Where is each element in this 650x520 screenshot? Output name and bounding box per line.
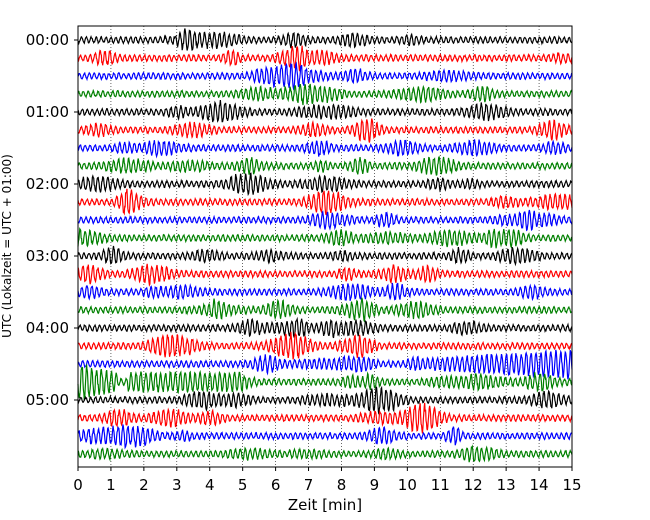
trace-line <box>77 226 573 250</box>
trace-line <box>77 348 573 380</box>
x-axis-ticks: 0 1 2 3 4 5 6 7 8 9 10 11 12 13 14 15 <box>73 467 582 494</box>
trace-line <box>77 297 573 323</box>
x-tick-label: 6 <box>271 476 281 494</box>
trace-line <box>77 316 573 339</box>
x-tick-label: 3 <box>172 476 182 494</box>
x-axis-label: Zeit [min] <box>288 496 362 514</box>
x-tick-label: 8 <box>337 476 347 494</box>
trace-line <box>77 45 573 73</box>
trace-line <box>77 138 573 159</box>
trace-line <box>77 385 573 415</box>
x-tick-label: 7 <box>304 476 314 494</box>
x-tick-label: 0 <box>73 476 83 494</box>
y-tick-label: 01:00 <box>26 103 69 121</box>
plot-frame <box>77 25 573 468</box>
trace-line <box>77 402 573 434</box>
trace-line <box>77 444 573 463</box>
y-tick-label: 00:00 <box>26 31 69 49</box>
trace-line <box>77 245 573 267</box>
trace-line <box>77 28 573 51</box>
traces <box>77 28 573 463</box>
trace-line <box>77 263 573 287</box>
trace-line <box>77 61 573 91</box>
trace-line <box>77 155 573 176</box>
trace-line <box>77 118 573 143</box>
trace-line <box>77 188 573 216</box>
trace-line <box>77 424 573 450</box>
trace-line <box>77 172 573 197</box>
y-axis-label: UTC (Lokalzeit = UTC + 01:00) <box>0 154 14 338</box>
x-tick-label: 9 <box>370 476 380 494</box>
y-axis-ticks: 00:00 01:00 02:00 03:00 04:00 05:00 <box>26 31 78 409</box>
trace-line <box>77 331 573 360</box>
y-tick-label: 04:00 <box>26 319 69 337</box>
x-tick-label: 14 <box>530 476 549 494</box>
x-tick-label: 13 <box>497 476 516 494</box>
x-tick-label: 4 <box>205 476 215 494</box>
trace-line <box>77 364 573 401</box>
trace-line <box>77 282 573 302</box>
y-tick-label: 02:00 <box>26 175 69 193</box>
x-tick-label: 10 <box>398 476 417 494</box>
trace-line <box>77 209 573 232</box>
x-tick-label: 1 <box>106 476 116 494</box>
x-tick-label: 15 <box>562 476 581 494</box>
x-tick-label: 11 <box>431 476 450 494</box>
x-tick-label: 5 <box>238 476 248 494</box>
trace-line <box>77 99 573 123</box>
x-tick-label: 2 <box>139 476 149 494</box>
y-tick-label: 03:00 <box>26 247 69 265</box>
trace-line <box>77 83 573 106</box>
y-tick-label: 05:00 <box>26 391 69 409</box>
x-tick-label: 12 <box>464 476 483 494</box>
